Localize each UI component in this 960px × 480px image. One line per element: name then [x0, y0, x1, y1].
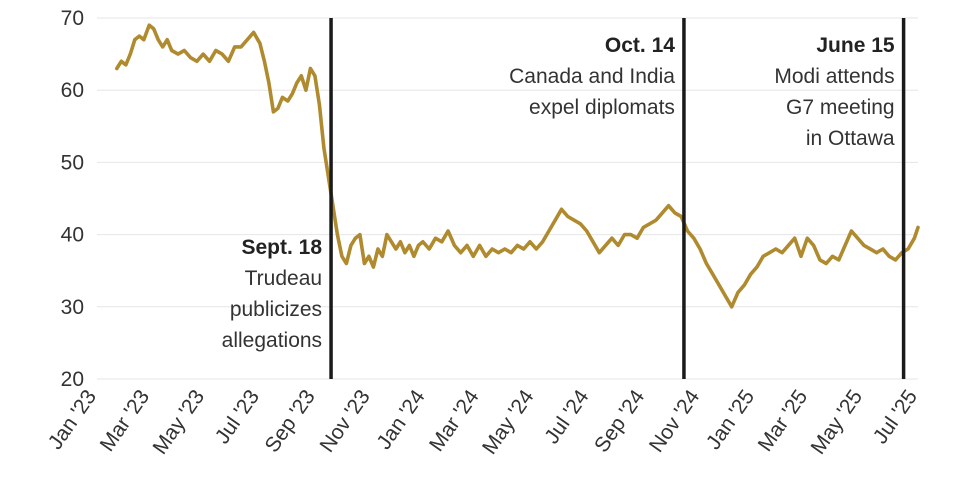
x-tick-label: May '25	[807, 386, 868, 459]
series-layer	[115, 23, 920, 309]
y-tick-label: 50	[61, 151, 84, 174]
x-tick-label: Mar '24	[425, 385, 484, 455]
x-tick-label: Nov '23	[315, 386, 374, 457]
x-tick-label: May '24	[478, 385, 539, 458]
x-tick-label: May '23	[148, 386, 209, 459]
event-annotations: Sept. 18 Trudeau publicizes allegations Oct.…	[222, 18, 906, 379]
y-tick-label: 70	[61, 7, 84, 30]
annotation-text: G7 meeting	[786, 96, 895, 119]
x-tick-label: Jul '25	[869, 386, 922, 448]
annotation-title: Sept. 18	[242, 236, 323, 259]
x-tick-label: Mar '25	[754, 386, 813, 456]
annotation-text: Trudeau	[245, 267, 322, 290]
annotation-title: June 15	[816, 34, 895, 57]
gridlines	[97, 17, 918, 380]
series-line	[115, 23, 920, 309]
y-tick-label: 20	[61, 368, 84, 391]
x-tick-label: Sep '23	[261, 386, 320, 457]
annotation-text: in Ottawa	[806, 127, 895, 150]
y-axis-tick-labels: 20 30 40 50 60 70	[61, 7, 84, 391]
annotation-text: Canada and India	[509, 65, 675, 88]
x-tick-label: Mar '23	[96, 386, 155, 456]
x-tick-label: Sep '24	[590, 385, 650, 456]
x-tick-label: Jul '23	[211, 386, 264, 448]
annotation-text: allegations	[222, 329, 322, 352]
y-tick-label: 30	[61, 296, 84, 319]
x-tick-label: Jul '24	[540, 385, 593, 448]
annotation-title: Oct. 14	[605, 34, 675, 57]
annotation-text: Modi attends	[774, 65, 894, 88]
x-tick-label: Jan '25	[702, 386, 759, 454]
x-tick-label: Nov '24	[645, 385, 704, 456]
y-tick-label: 40	[61, 224, 84, 247]
y-tick-label: 60	[61, 79, 84, 102]
x-tick-label: Jan '23	[44, 386, 101, 454]
x-tick-label: Jan '24	[372, 385, 429, 453]
annotation-text: expel diplomats	[529, 96, 675, 119]
annotation-text: publicizes	[230, 298, 322, 321]
